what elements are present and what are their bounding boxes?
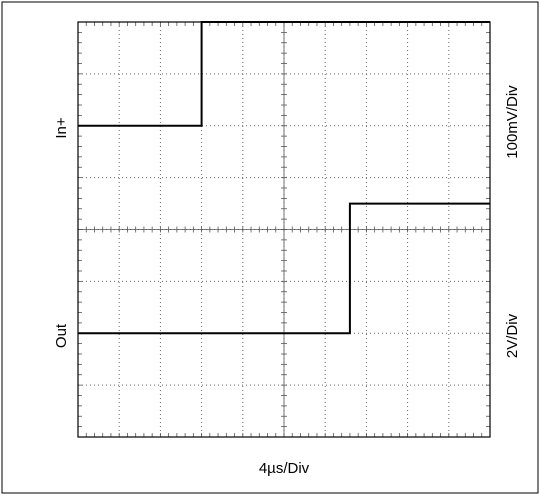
plot-frame (77, 21, 491, 438)
trace-out (78, 202, 490, 335)
scale-label-out: 2V/Div (504, 313, 521, 358)
series-label-in-plus: In+ (53, 117, 70, 139)
series-label-out: Out (53, 323, 70, 348)
graticule (78, 22, 490, 437)
x-axis-label: 4µs/Div (259, 460, 310, 477)
scale-label-in-plus: 100mV/Div (504, 85, 521, 159)
